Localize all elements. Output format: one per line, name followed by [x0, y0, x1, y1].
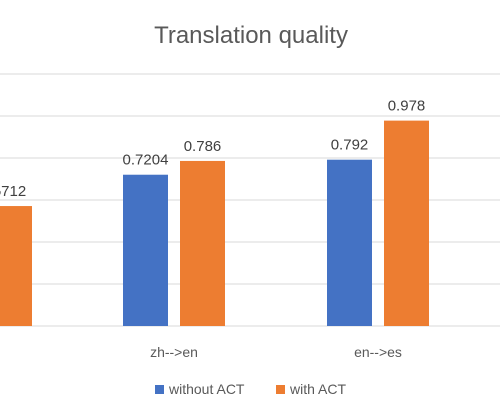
data-label: 5712 [0, 183, 26, 200]
bar-with-act-1 [180, 160, 225, 326]
category-label: en-->es [354, 344, 402, 360]
legend-swatch-without-act [155, 384, 164, 394]
data-label: 0.7204 [123, 152, 169, 169]
bar-with-act-2 [384, 120, 429, 327]
legend-label-with-act: with ACT [290, 381, 347, 397]
legend: without ACT with ACT [0, 379, 500, 401]
data-label: 0.978 [388, 98, 426, 115]
legend-item-without-act: without ACT [155, 379, 244, 399]
chart-title: Translation quality [154, 22, 348, 49]
legend-label-without-act: without ACT [169, 381, 245, 397]
data-label: 0.792 [331, 137, 369, 154]
bar-without-act-2 [327, 159, 372, 326]
data-label: 0.786 [184, 138, 222, 155]
bars [0, 120, 429, 327]
data-labels: 5712 0.7204 0.786 0.792 0.978 [0, 98, 425, 200]
bar-with-act-0 [0, 206, 32, 326]
category-label: zh-->en [150, 344, 198, 360]
legend-swatch-with-act [276, 384, 285, 394]
legend-item-with-act: with ACT [276, 379, 346, 399]
bar-without-act-1 [123, 174, 168, 326]
gridlines [0, 73, 500, 327]
